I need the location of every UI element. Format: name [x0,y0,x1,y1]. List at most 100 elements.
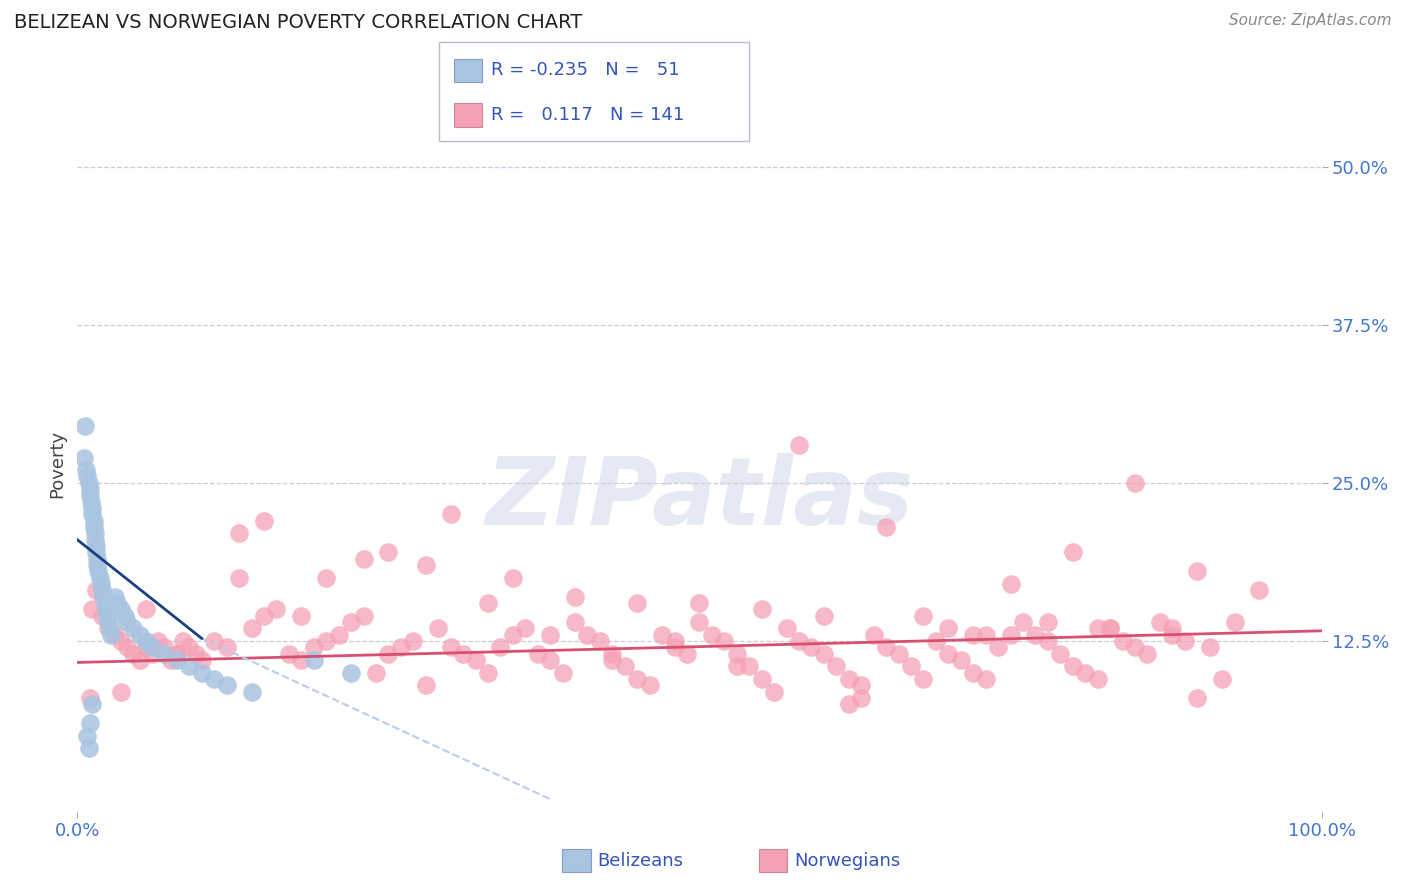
Point [1187,690,1209,705]
Point [551,665,574,680]
Point [713,634,735,648]
Point [962,665,984,680]
Point [875,520,897,534]
Point [166,647,188,661]
Point [84,539,107,553]
Point [1136,647,1159,661]
Point [77,475,100,490]
Point [689,615,711,629]
Point [83,514,105,528]
Point [290,653,312,667]
Point [440,640,463,655]
Point [122,647,145,661]
Point [202,634,225,648]
Point [94,602,117,616]
Point [179,659,201,673]
Point [159,653,181,667]
Point [974,672,997,686]
Point [135,602,157,616]
Point [825,659,848,673]
Point [377,647,399,661]
Text: R =   0.117   N = 141: R = 0.117 N = 141 [491,106,683,124]
Point [751,602,773,616]
Point [1149,615,1171,629]
Point [290,608,312,623]
Point [875,640,897,655]
Point [664,634,686,648]
Point [489,640,512,655]
Point [738,659,761,673]
Point [83,526,105,541]
Point [84,545,107,559]
Point [215,640,238,655]
Point [253,608,276,623]
Point [800,640,823,655]
Point [76,469,98,483]
Point [626,672,648,686]
Point [191,653,214,667]
Point [340,665,363,680]
Point [97,621,120,635]
Point [110,634,132,648]
Point [1074,665,1097,680]
Point [415,558,437,572]
Point [91,583,114,598]
Point [79,488,101,502]
Point [377,545,399,559]
Point [82,602,104,616]
Text: Norwegians: Norwegians [794,852,901,870]
Point [938,647,960,661]
Point [97,615,120,629]
Point [89,571,111,585]
Point [838,672,860,686]
Point [664,640,686,655]
Point [179,640,201,655]
Point [502,571,524,585]
Point [949,653,972,667]
Point [851,690,873,705]
Point [253,514,276,528]
Point [135,640,157,655]
Point [775,621,797,635]
Point [502,627,524,641]
Point [110,602,132,616]
Point [1198,640,1220,655]
Text: R = -0.235   N =   51: R = -0.235 N = 51 [491,62,679,79]
Point [538,627,561,641]
Point [1111,634,1133,648]
Point [1062,545,1084,559]
Point [813,647,835,661]
Point [725,647,748,661]
Point [79,690,101,705]
Point [1062,659,1084,673]
Point [75,463,97,477]
Point [1249,583,1271,598]
Point [266,602,288,616]
Point [166,653,188,667]
Point [526,647,548,661]
Point [925,634,948,648]
Point [202,672,225,686]
Point [1161,627,1184,641]
Point [215,678,238,692]
Point [80,495,103,509]
Point [389,640,412,655]
Point [912,672,935,686]
Text: BELIZEAN VS NORWEGIAN POVERTY CORRELATION CHART: BELIZEAN VS NORWEGIAN POVERTY CORRELATIO… [14,13,582,32]
Point [638,678,661,692]
Point [115,615,138,629]
Point [887,647,910,661]
Point [82,508,104,522]
Point [962,627,984,641]
Point [1161,621,1184,635]
Point [105,596,128,610]
Point [340,615,363,629]
Point [451,647,474,661]
Point [77,741,100,756]
Point [191,665,214,680]
Point [751,672,773,686]
Point [84,583,107,598]
Point [938,621,960,635]
Point [1174,634,1197,648]
Point [364,665,387,680]
